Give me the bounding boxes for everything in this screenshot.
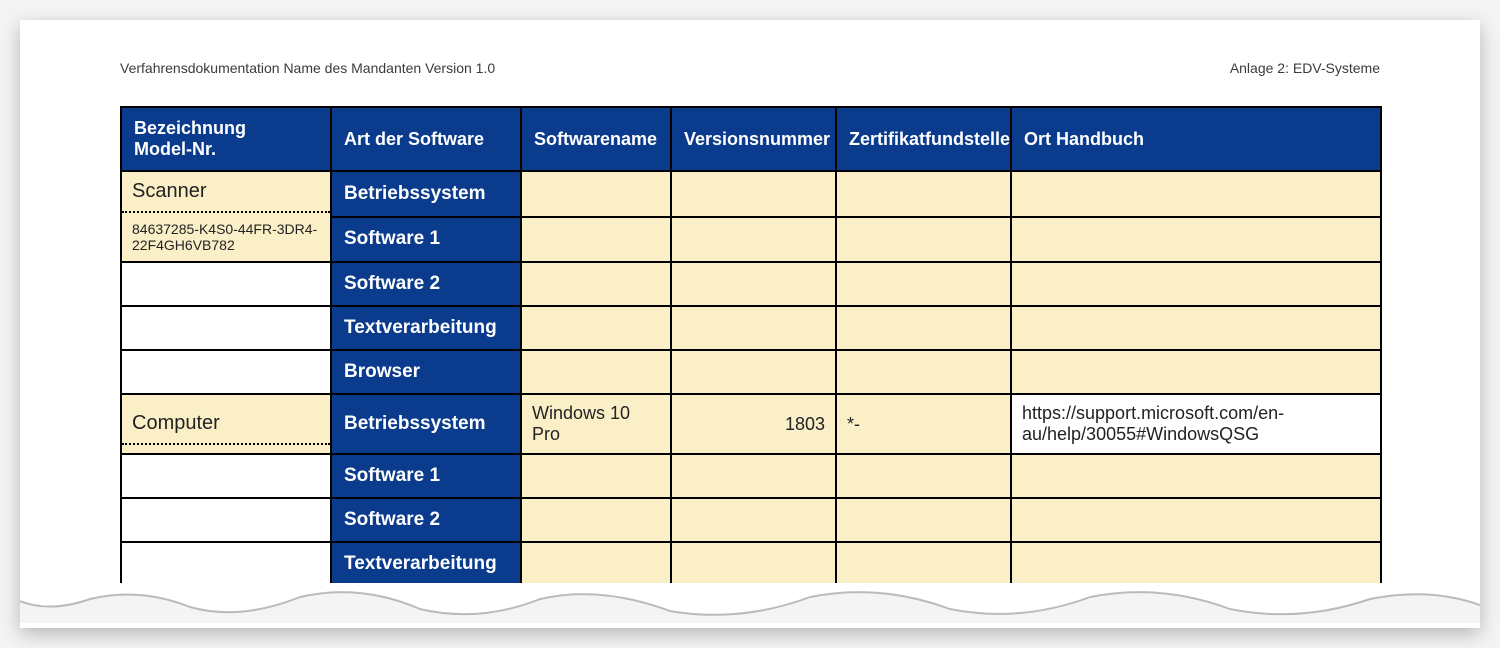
cell-ort: [1011, 542, 1381, 585]
table-row: Textverarbeitung: [121, 306, 1381, 350]
cell-ort: [1011, 498, 1381, 542]
bezeichnung-empty: [121, 262, 331, 306]
cell-zert: [836, 306, 1011, 350]
bezeichnung-model: 84637285-K4S0-44FR-3DR4-22F4GH6VB782: [122, 213, 330, 261]
cell-name: Windows 10 Pro: [521, 394, 671, 454]
cell-name: [521, 350, 671, 394]
cell-ort: [1011, 454, 1381, 498]
software-type: Betriebssystem: [331, 171, 521, 217]
torn-edge-icon: [20, 583, 1480, 623]
col-ort: Ort Handbuch: [1011, 107, 1381, 171]
cell-zert: [836, 217, 1011, 263]
table-row: Software 2: [121, 262, 1381, 306]
document-page: Verfahrensdokumentation Name des Mandant…: [20, 20, 1480, 628]
cell-version: [671, 454, 836, 498]
cell-version: 1803: [671, 394, 836, 454]
col-bezeichnung: Bezeichnung Model-Nr.: [121, 107, 331, 171]
document-header: Verfahrensdokumentation Name des Mandant…: [20, 60, 1480, 106]
software-type: Textverarbeitung: [331, 306, 521, 350]
cell-name: [521, 542, 671, 585]
cell-zert: [836, 454, 1011, 498]
bezeichnung-cell: Computer: [121, 394, 331, 454]
cell-name: [521, 262, 671, 306]
cell-version: [671, 498, 836, 542]
software-type: Software 1: [331, 217, 521, 263]
col-softwarename: Softwarename: [521, 107, 671, 171]
cell-ort: [1011, 171, 1381, 217]
bezeichnung-empty: [121, 454, 331, 498]
bezeichnung-empty: [121, 498, 331, 542]
software-type: Browser: [331, 350, 521, 394]
cell-ort: [1011, 262, 1381, 306]
table-row: Browser: [121, 350, 1381, 394]
bezeichnung-empty: [121, 306, 331, 350]
software-type: Betriebssystem: [331, 394, 521, 454]
cell-ort: [1011, 217, 1381, 263]
cell-version: [671, 542, 836, 585]
cell-ort: [1011, 350, 1381, 394]
table-header-row: Bezeichnung Model-Nr. Art der Software S…: [121, 107, 1381, 171]
cell-name: [521, 454, 671, 498]
software-type: Software 2: [331, 262, 521, 306]
cell-version: [671, 262, 836, 306]
cell-zert: *-: [836, 394, 1011, 454]
cell-zert: [836, 262, 1011, 306]
cell-zert: [836, 171, 1011, 217]
header-left: Verfahrensdokumentation Name des Mandant…: [120, 60, 495, 76]
cell-version: [671, 306, 836, 350]
cell-ort: https://support.microsoft.com/en-au/help…: [1011, 394, 1381, 454]
cell-name: [521, 498, 671, 542]
bezeichnung-empty: [121, 542, 331, 585]
cell-zert: [836, 542, 1011, 585]
cell-zert: [836, 350, 1011, 394]
cell-zert: [836, 498, 1011, 542]
col-version: Versionsnummer: [671, 107, 836, 171]
software-type: Textverarbeitung: [331, 542, 521, 585]
cell-ort: [1011, 306, 1381, 350]
software-type: Software 1: [331, 454, 521, 498]
cell-version: [671, 350, 836, 394]
table-row: Scanner 84637285-K4S0-44FR-3DR4-22F4GH6V…: [121, 171, 1381, 217]
col-zertifikat: Zertifikatfundstelle: [836, 107, 1011, 171]
bezeichnung-cell: Scanner 84637285-K4S0-44FR-3DR4-22F4GH6V…: [121, 171, 331, 262]
cell-name: [521, 171, 671, 217]
cell-name: [521, 217, 671, 263]
edv-table: Bezeichnung Model-Nr. Art der Software S…: [120, 106, 1382, 585]
cell-version: [671, 171, 836, 217]
software-type: Software 2: [331, 498, 521, 542]
cell-version: [671, 217, 836, 263]
table-row: Software 1: [121, 454, 1381, 498]
col-art: Art der Software: [331, 107, 521, 171]
bezeichnung-name: Scanner: [122, 172, 330, 213]
table-row: Textverarbeitung: [121, 542, 1381, 585]
header-right: Anlage 2: EDV-Systeme: [1230, 60, 1380, 76]
cell-name: [521, 306, 671, 350]
bezeichnung-empty: [121, 350, 331, 394]
bezeichnung-name: Computer: [122, 404, 330, 445]
table-row: Computer Betriebssystem Windows 10 Pro 1…: [121, 394, 1381, 454]
table-row: Software 2: [121, 498, 1381, 542]
